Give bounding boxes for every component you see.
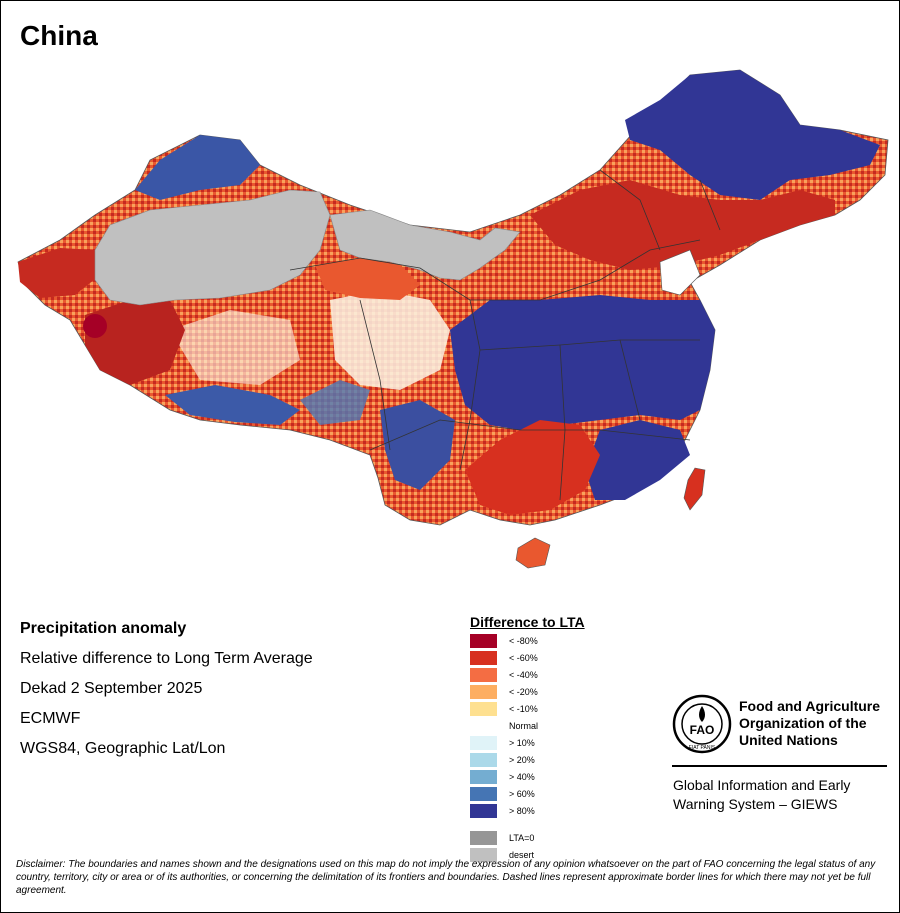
fao-name-line: Food and Agriculture [739,698,881,714]
wet-southwest [380,400,455,490]
bohai-sea [659,249,701,296]
wet-tibet-south [165,385,300,425]
legend-label: > 40% [509,772,535,782]
svg-text:FAO: FAO [690,723,715,737]
dry-far-west [18,248,100,298]
legend-label: > 80% [509,806,535,816]
legend-label: LTA=0 [509,833,535,843]
legend-label: < -60% [509,653,538,663]
disclaimer: Disclaimer: The boundaries and names sho… [16,859,876,896]
legend-swatch [470,787,497,801]
wet-tibet-scatter [300,380,370,425]
legend-swatch [470,634,497,648]
dry-gansu [315,258,420,300]
wet-east-central [450,295,715,430]
legend-label: desert [509,850,535,860]
dry-extreme-spot [83,314,107,338]
map-projection: WGS84, Geographic Lat/Lon [20,740,226,757]
fao-name: Food and Agriculture Organization of the… [739,698,889,749]
fao-name-line: Organization of the [739,715,867,731]
legend-label: < -40% [509,670,538,680]
wet-northwest [135,135,260,200]
legend-swatch [470,685,497,699]
map-description: Relative difference to Long Term Average [20,650,313,667]
precipitation-map [17,69,889,569]
legend-swatch [470,702,497,716]
legend-swatch [470,753,497,767]
wet-southeast-coast [585,420,690,500]
legend-label: > 20% [509,755,535,765]
map-title: China [20,20,98,51]
fao-logo-icon: FAO FIAT PANIS [672,694,732,754]
legend-swatch [470,736,497,750]
giews-line: Warning System – GIEWS [673,796,838,812]
dry-north-belt [530,180,835,270]
normal-patch-center [330,290,450,390]
legend-swatch [470,804,497,818]
legend-swatch [470,770,497,784]
legend-label: < -10% [509,704,538,714]
map-source: ECMWF [20,710,81,727]
legend-swatch [470,668,497,682]
map-heading: Precipitation anomaly [20,620,187,637]
dry-tibet-west [85,300,185,385]
legend-label: < -80% [509,636,538,646]
legend-label: Normal [509,721,539,731]
legend-swatch [470,831,497,845]
dry-south [465,420,600,515]
hainan-island [515,537,551,569]
legend-swatch [470,848,497,862]
legend-label: > 10% [509,738,535,748]
normal-patch-west [170,310,300,385]
province-boundaries [289,169,721,501]
giews-label: Global Information and Early Warning Sys… [673,776,893,814]
taiwan-island [683,467,706,511]
legend-label: < -20% [509,687,538,697]
svg-text:FIAT PANIS: FIAT PANIS [689,745,716,751]
legend-title: Difference to LTA [470,614,585,630]
wet-northeast [625,70,880,200]
fao-name-line: United Nations [739,732,838,748]
divider [672,765,887,767]
legend-swatch [470,651,497,665]
map-period: Dekad 2 September 2025 [20,680,203,697]
desert-taklimakan [94,189,331,306]
desert-gobi [329,209,521,281]
giews-line: Global Information and Early [673,777,851,793]
legend-label: > 60% [509,789,535,799]
